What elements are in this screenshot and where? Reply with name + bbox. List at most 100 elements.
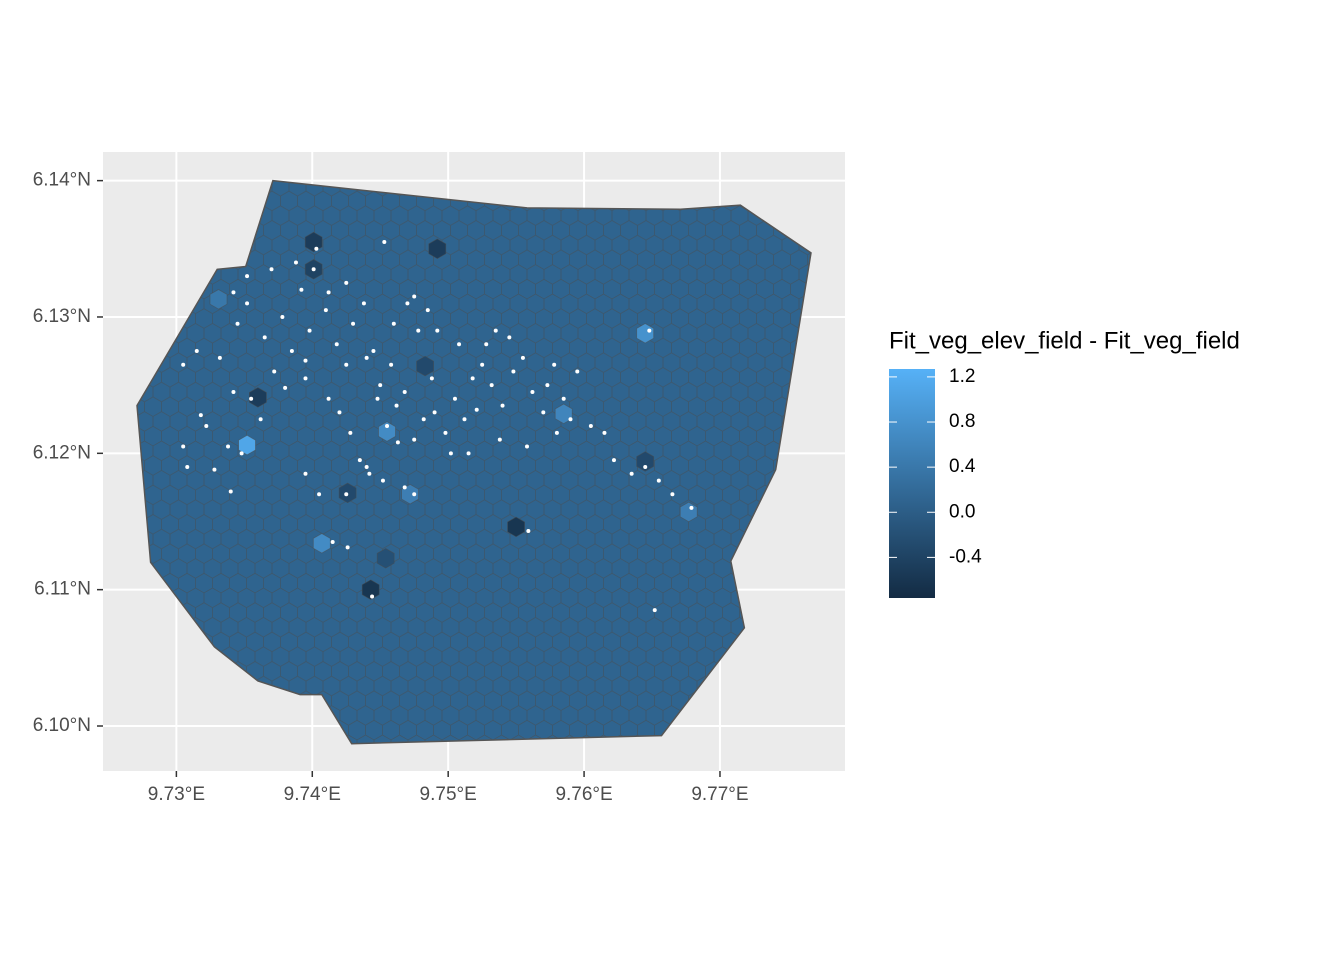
point — [391, 321, 396, 326]
point — [466, 451, 471, 456]
point — [385, 424, 390, 429]
point — [303, 358, 308, 363]
point — [194, 349, 199, 354]
point — [334, 342, 339, 347]
point — [497, 437, 502, 442]
point — [344, 362, 349, 367]
y-tick-label: 6.10°N — [33, 715, 91, 736]
point — [389, 362, 394, 367]
point — [452, 396, 457, 401]
point — [364, 355, 369, 360]
point — [530, 389, 535, 394]
legend-title: Fit_veg_elev_field - Fit_veg_field — [889, 327, 1240, 354]
point — [326, 396, 331, 401]
point — [474, 407, 479, 412]
point — [231, 290, 236, 295]
hexagon — [312, 533, 331, 554]
hexagon — [209, 289, 228, 310]
point — [489, 383, 494, 388]
point — [289, 349, 294, 354]
point — [568, 417, 573, 422]
colorbar-label: 1.2 — [949, 366, 975, 387]
colorbar-label: 0.8 — [949, 411, 975, 432]
point — [429, 376, 434, 381]
point — [552, 362, 557, 367]
point — [545, 383, 550, 388]
point — [262, 335, 267, 340]
point — [239, 451, 244, 456]
hexagon — [304, 231, 323, 253]
point — [245, 301, 250, 306]
point — [480, 362, 485, 367]
hexagon — [401, 483, 420, 505]
y-tick-label: 6.11°N — [34, 579, 91, 600]
point — [303, 471, 308, 476]
point — [283, 385, 288, 390]
hexagon — [238, 434, 256, 456]
colorbar — [889, 369, 935, 598]
hex-grid — [137, 180, 811, 744]
point — [317, 492, 322, 497]
point — [364, 464, 369, 469]
point — [541, 410, 546, 415]
point — [443, 430, 448, 435]
point — [382, 239, 387, 244]
point — [348, 430, 353, 435]
point — [405, 301, 410, 306]
hexagon — [507, 516, 525, 538]
point — [520, 355, 525, 360]
y-tick-label: 6.12°N — [33, 442, 91, 463]
point — [293, 260, 298, 265]
point — [314, 246, 319, 251]
point — [226, 444, 231, 449]
point — [412, 437, 417, 442]
point — [344, 280, 349, 285]
point — [511, 369, 516, 374]
point — [185, 464, 190, 469]
point — [394, 403, 399, 408]
point — [432, 410, 437, 415]
x-tick-label: 9.76°E — [555, 784, 612, 805]
point — [526, 529, 531, 534]
hexagon — [554, 403, 573, 425]
point — [416, 328, 421, 333]
hexagon — [361, 579, 380, 600]
point — [575, 369, 580, 374]
hexagon — [416, 355, 435, 377]
point — [344, 492, 349, 497]
x-tick-label: 9.73°E — [148, 784, 205, 805]
point — [402, 485, 407, 490]
point — [656, 478, 661, 483]
point — [361, 301, 366, 306]
point — [258, 417, 263, 422]
point — [652, 608, 657, 613]
point — [181, 362, 186, 367]
hexagon — [376, 548, 395, 569]
colorbar-label: 0.4 — [949, 456, 976, 477]
point — [204, 424, 209, 429]
y-tick-label: 6.14°N — [33, 170, 91, 191]
point — [217, 355, 222, 360]
hexagon — [636, 451, 655, 472]
point — [307, 328, 312, 333]
point — [311, 267, 316, 272]
point — [181, 444, 186, 449]
point — [330, 539, 335, 544]
x-tick-label: 9.75°E — [420, 784, 477, 805]
x-tick-label: 9.74°E — [284, 784, 341, 805]
point — [670, 492, 675, 497]
point — [493, 328, 498, 333]
point — [198, 413, 203, 418]
point — [507, 335, 512, 340]
point — [378, 383, 383, 388]
hexagon — [378, 421, 396, 442]
point — [380, 478, 385, 483]
point — [421, 417, 426, 422]
point — [484, 342, 489, 347]
point — [689, 505, 694, 510]
point — [269, 267, 274, 272]
point — [402, 389, 407, 394]
y-tick-label: 6.13°N — [33, 306, 91, 327]
point — [272, 369, 277, 374]
